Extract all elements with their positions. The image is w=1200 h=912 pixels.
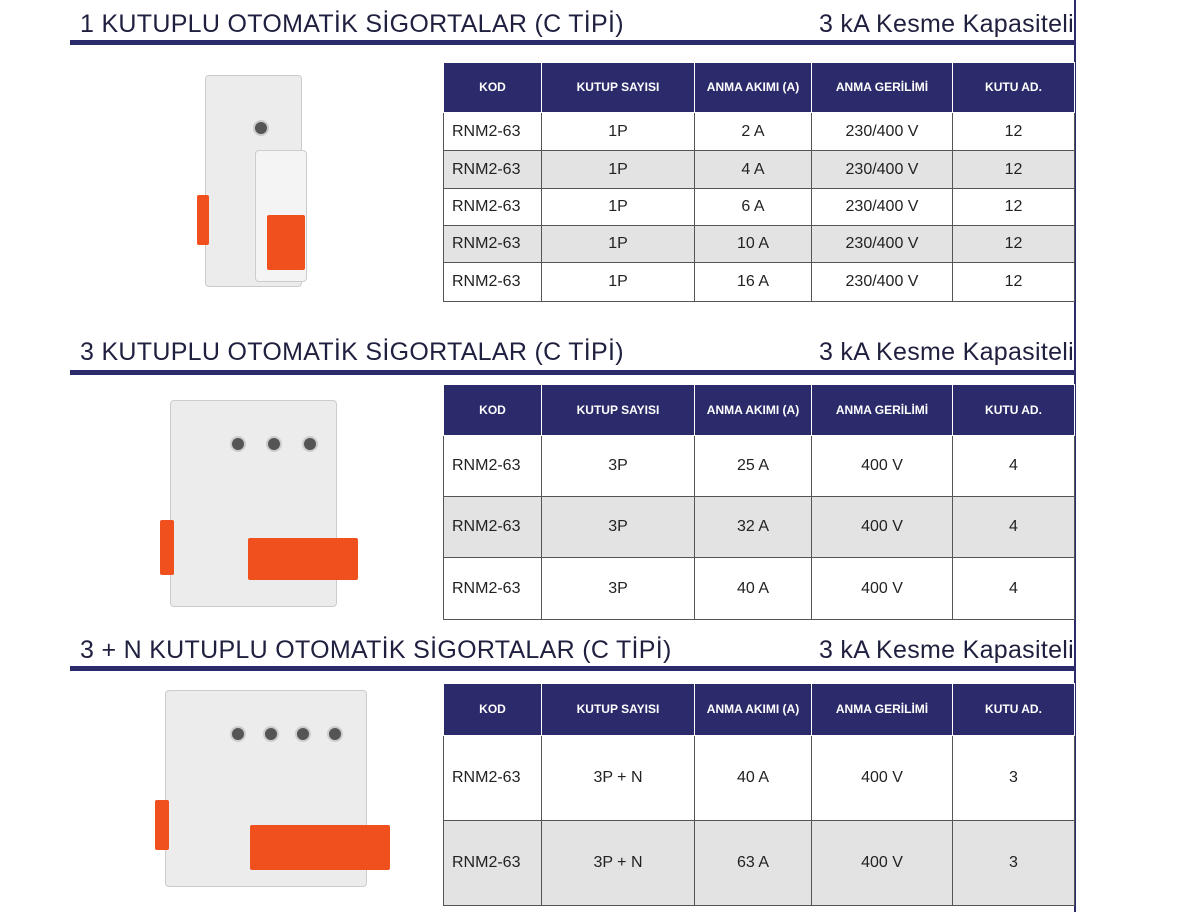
table-cell: 3P bbox=[541, 435, 695, 497]
table-cell: 4 A bbox=[694, 150, 812, 189]
table-cell: 3 bbox=[952, 735, 1075, 821]
table-cell: 40 A bbox=[694, 735, 812, 821]
table-cell: 3P + N bbox=[541, 735, 695, 821]
column-header: KUTU AD. bbox=[952, 384, 1075, 436]
table-cell: 230/400 V bbox=[811, 112, 953, 151]
table-cell: 1P bbox=[541, 150, 695, 189]
table-cell: RNM2-63 bbox=[443, 150, 542, 189]
section-heading: 3 + N KUTUPLU OTOMATİK SİGORTALAR (C TİP… bbox=[80, 636, 672, 664]
section-underline bbox=[70, 40, 1074, 45]
table-cell: RNM2-63 bbox=[443, 735, 542, 821]
column-header: ANMA GERİLİMİ bbox=[811, 683, 953, 736]
table-cell: 16 A bbox=[694, 262, 812, 302]
product-table: KOD KUTUP SAYISI ANMA AKIMI (A) ANMA GERİLİ… bbox=[443, 683, 1075, 906]
column-header: ANMA AKIMI (A) bbox=[694, 384, 812, 436]
table-cell: RNM2-63 bbox=[443, 496, 542, 558]
table-cell: RNM2-63 bbox=[443, 820, 542, 906]
section-underline bbox=[70, 666, 1074, 671]
table-cell: 3P + N bbox=[541, 820, 695, 906]
table-cell: 1P bbox=[541, 262, 695, 302]
section-heading: 1 KUTUPLU OTOMATİK SİGORTALAR (C TİPİ) bbox=[80, 10, 624, 38]
table-row: RNM2-63 1P 16 A 230/400 V 12 bbox=[443, 262, 1075, 302]
table-cell: 40 A bbox=[694, 557, 812, 620]
table-row: RNM2-63 1P 10 A 230/400 V 12 bbox=[443, 225, 1075, 263]
table-cell: 12 bbox=[952, 225, 1075, 263]
section-title: 3 KUTUPLU OTOMATİK SİGORTALAR (C TİPİ) 3 … bbox=[80, 338, 1074, 367]
table-cell: 12 bbox=[952, 112, 1075, 151]
table-cell: RNM2-63 bbox=[443, 435, 542, 497]
column-header: KOD bbox=[443, 384, 542, 436]
page-border-line bbox=[1074, 0, 1076, 912]
column-header: ANMA AKIMI (A) bbox=[694, 62, 812, 113]
table-cell: RNM2-63 bbox=[443, 262, 542, 302]
table-cell: 400 V bbox=[811, 735, 953, 821]
table-header-row: KOD KUTUP SAYISI ANMA AKIMI (A) ANMA GERİLİ… bbox=[443, 683, 1075, 736]
section-title: 1 KUTUPLU OTOMATİK SİGORTALAR (C TİPİ) 3 … bbox=[80, 10, 1074, 39]
product-table: KOD KUTUP SAYISI ANMA AKIMI (A) ANMA GERİLİ… bbox=[443, 62, 1075, 302]
table-cell: 4 bbox=[952, 557, 1075, 620]
breaking-capacity: 3 kA Kesme Kapasiteli bbox=[818, 636, 1074, 664]
column-header: KUTU AD. bbox=[952, 683, 1075, 736]
table-cell: 230/400 V bbox=[811, 188, 953, 226]
table-cell: 1P bbox=[541, 188, 695, 226]
table-row: RNM2-63 1P 2 A 230/400 V 12 bbox=[443, 112, 1075, 151]
section-title: 3 + N KUTUPLU OTOMATİK SİGORTALAR (C TİP… bbox=[80, 636, 1074, 665]
table-cell: 3P bbox=[541, 496, 695, 558]
table-cell: 3P bbox=[541, 557, 695, 620]
column-header: KUTUP SAYISI bbox=[541, 683, 695, 736]
column-header: ANMA GERİLİMİ bbox=[811, 384, 953, 436]
table-cell: 400 V bbox=[811, 435, 953, 497]
column-header: KUTUP SAYISI bbox=[541, 384, 695, 436]
table-cell: 4 bbox=[952, 435, 1075, 497]
table-cell: 3 bbox=[952, 820, 1075, 906]
table-cell: 230/400 V bbox=[811, 262, 953, 302]
column-header: ANMA AKIMI (A) bbox=[694, 683, 812, 736]
table-cell: 1P bbox=[541, 112, 695, 151]
column-header: KOD bbox=[443, 683, 542, 736]
section-heading: 3 KUTUPLU OTOMATİK SİGORTALAR (C TİPİ) bbox=[80, 338, 624, 366]
column-header: KOD bbox=[443, 62, 542, 113]
table-cell: 400 V bbox=[811, 557, 953, 620]
section-underline bbox=[70, 370, 1074, 375]
table-row: RNM2-63 1P 6 A 230/400 V 12 bbox=[443, 188, 1075, 226]
table-cell: 10 A bbox=[694, 225, 812, 263]
table-cell: 400 V bbox=[811, 496, 953, 558]
table-cell: 63 A bbox=[694, 820, 812, 906]
table-cell: RNM2-63 bbox=[443, 112, 542, 151]
table-cell: 4 bbox=[952, 496, 1075, 558]
table-cell: 400 V bbox=[811, 820, 953, 906]
table-cell: 2 A bbox=[694, 112, 812, 151]
table-header-row: KOD KUTUP SAYISI ANMA AKIMI (A) ANMA GERİLİ… bbox=[443, 384, 1075, 436]
breaking-capacity: 3 kA Kesme Kapasiteli bbox=[818, 338, 1074, 366]
table-cell: 6 A bbox=[694, 188, 812, 226]
table-cell: RNM2-63 bbox=[443, 557, 542, 620]
table-cell: 25 A bbox=[694, 435, 812, 497]
column-header: KUTUP SAYISI bbox=[541, 62, 695, 113]
table-cell: 12 bbox=[952, 188, 1075, 226]
breaking-capacity: 3 kA Kesme Kapasiteli bbox=[818, 10, 1074, 38]
table-cell: 230/400 V bbox=[811, 150, 953, 189]
table-row: RNM2-63 1P 4 A 230/400 V 12 bbox=[443, 150, 1075, 189]
table-cell: RNM2-63 bbox=[443, 188, 542, 226]
table-cell: 230/400 V bbox=[811, 225, 953, 263]
table-cell: 12 bbox=[952, 262, 1075, 302]
table-cell: RNM2-63 bbox=[443, 225, 542, 263]
product-table: KOD KUTUP SAYISI ANMA AKIMI (A) ANMA GERİLİ… bbox=[443, 384, 1075, 620]
column-header: ANMA GERİLİMİ bbox=[811, 62, 953, 113]
column-header: KUTU AD. bbox=[952, 62, 1075, 113]
table-cell: 12 bbox=[952, 150, 1075, 189]
table-cell: 32 A bbox=[694, 496, 812, 558]
table-header-row: KOD KUTUP SAYISI ANMA AKIMI (A) ANMA GERİLİ… bbox=[443, 62, 1075, 113]
table-cell: 1P bbox=[541, 225, 695, 263]
